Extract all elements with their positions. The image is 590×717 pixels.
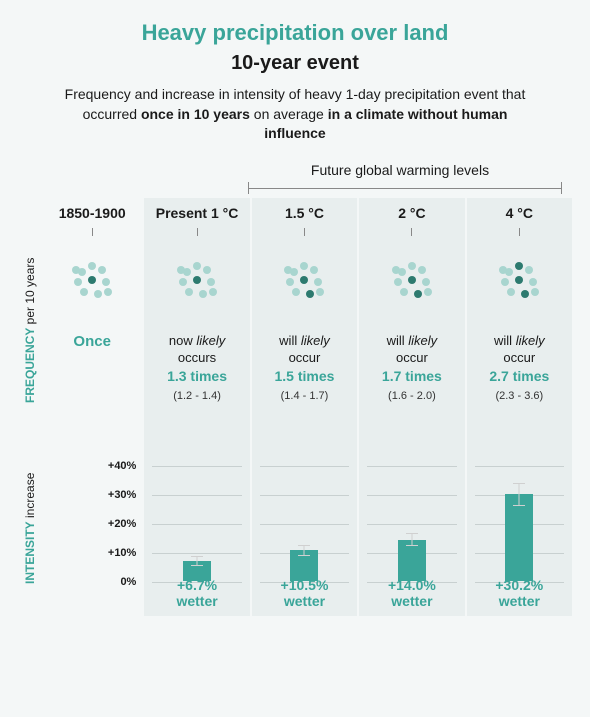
column-header: Present 1 °C (146, 198, 247, 228)
bar-wrap (179, 451, 215, 581)
bar-wrap (394, 451, 430, 581)
intensity-tick-label: +10% (108, 547, 136, 559)
column-4: 4 °C will likely occur2.7 times(2.3 - 3.6… (467, 198, 572, 616)
column-1: Present 1 °C now likely occurs1.3 times(1… (144, 198, 249, 616)
columns-container: 1850-1900 Once 0% +10% +20% +30% +40% Present 1… (42, 198, 572, 616)
intensity-tick-label: +20% (108, 518, 136, 530)
dot-cluster-icon (495, 256, 543, 304)
intensity-tick-label: 0% (120, 576, 136, 588)
intensity-section: +14.0%wetter (361, 436, 462, 611)
intensity-section: +30.2%wetter (469, 436, 570, 611)
intensity-tick-label: +40% (108, 460, 136, 472)
column-tick (469, 228, 570, 236)
dot-cluster-icon (280, 256, 328, 304)
wetter-label: +10.5%wetter (254, 577, 355, 609)
column-3: 2 °C will likely occur1.7 times(1.6 - 2.0… (359, 198, 464, 616)
frequency-section: will likely occur1.7 times(1.6 - 2.0) (361, 236, 462, 436)
frequency-section: will likely occur1.5 times(1.4 - 1.7) (254, 236, 355, 436)
frequency-section: Once (44, 236, 140, 436)
frequency-section: now likely occurs1.3 times(1.2 - 1.4) (146, 236, 247, 436)
desc-mid: on average (250, 106, 328, 122)
frequency-text: will likely occur1.5 times(1.4 - 1.7) (275, 332, 335, 404)
column-header: 1850-1900 (44, 198, 140, 228)
bar-wrap (501, 451, 537, 581)
y-axis-labels: FREQUENCY per 10 years INTENSITY increas… (18, 198, 42, 616)
future-bracket (248, 182, 562, 196)
intensity-section: +6.7%wetter (146, 436, 247, 611)
column-2: 1.5 °C will likely occur1.5 times(1.4 - 1… (252, 198, 357, 616)
wetter-label: +30.2%wetter (469, 577, 570, 609)
page-subtitle: 10-year event (18, 52, 572, 75)
y-label-frequency: FREQUENCY per 10 years (23, 228, 37, 433)
desc-bold-1: once in 10 years (141, 106, 250, 122)
column-0: 1850-1900 Once 0% +10% +20% +30% +40% (42, 198, 142, 616)
column-header: 1.5 °C (254, 198, 355, 228)
column-header: 2 °C (361, 198, 462, 228)
frequency-section: will likely occur2.7 times(2.3 - 3.6) (469, 236, 570, 436)
page-title: Heavy precipitation over land (18, 20, 572, 46)
frequency-text: Once (73, 332, 111, 352)
intensity-section: 0% +10% +20% +30% +40% (44, 436, 140, 611)
column-tick (361, 228, 462, 236)
intensity-section: +10.5%wetter (254, 436, 355, 611)
wetter-label: +6.7%wetter (146, 577, 247, 609)
column-tick (254, 228, 355, 236)
frequency-text: will likely occur2.7 times(2.3 - 3.6) (489, 332, 549, 404)
intensity-tick-label: +30% (108, 489, 136, 501)
main-grid: FREQUENCY per 10 years INTENSITY increas… (18, 198, 572, 616)
dot-cluster-icon (68, 256, 116, 304)
wetter-label: +14.0%wetter (361, 577, 462, 609)
frequency-text: will likely occur1.7 times(1.6 - 2.0) (382, 332, 442, 404)
column-tick (146, 228, 247, 236)
dot-cluster-icon (388, 256, 436, 304)
frequency-text: now likely occurs1.3 times(1.2 - 1.4) (167, 332, 227, 404)
column-tick (44, 228, 140, 236)
bar-wrap (286, 451, 322, 581)
y-label-intensity: INTENSITY increase (23, 441, 37, 616)
column-header: 4 °C (469, 198, 570, 228)
dot-cluster-icon (173, 256, 221, 304)
future-warming-label: Future global warming levels (228, 162, 572, 178)
description: Frequency and increase in intensity of h… (50, 85, 540, 144)
